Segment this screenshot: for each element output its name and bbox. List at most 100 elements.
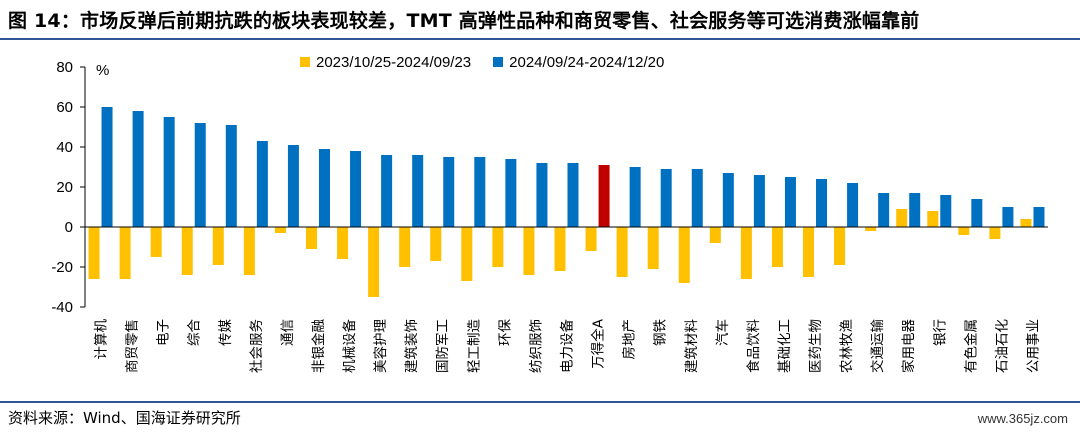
y-tick-label: -20 [51, 259, 73, 276]
x-category-label: 公用事业 [1025, 319, 1041, 373]
bar-series-2 [940, 195, 952, 227]
bar-series-1 [740, 227, 752, 279]
x-category-label: 轻工制造 [466, 319, 482, 373]
x-category-label: 农林牧渔 [839, 319, 855, 373]
x-category-label: 建筑材料 [684, 319, 700, 373]
bar-series-1 [585, 227, 597, 251]
bar-series-1 [305, 227, 317, 249]
x-category-label: 商贸零售 [125, 319, 141, 373]
bar-series-2 [847, 183, 859, 227]
bar-series-1 [368, 227, 380, 297]
chart-area: % -40 -20 0 20 40 60 80 计算机 商贸零售 电子 综合 传媒 社会服务 通信 非银金融… [0, 40, 1080, 400]
x-category-label: 传媒 [218, 319, 234, 346]
bar-series-1 [212, 227, 224, 265]
x-category-label: 房地产 [622, 319, 638, 360]
bar-series-2 [381, 155, 393, 227]
bar-series-1 [274, 227, 286, 233]
x-category-label: 家用电器 [900, 319, 917, 373]
bar-series-1 [337, 227, 349, 259]
x-category-label: 国防军工 [435, 319, 451, 373]
bar-series-2 [753, 175, 765, 227]
x-category-label: 机械设备 [341, 319, 358, 373]
bar-series-1 [865, 227, 877, 231]
bar-series-1 [181, 227, 193, 275]
bar-series-2 [660, 169, 672, 227]
bar-series-2 [132, 111, 144, 227]
bar-series-2 [287, 145, 299, 227]
y-tick-label: 20 [56, 179, 73, 196]
legend-label-series-2: 2024/09/24-2024/12/20 [509, 53, 665, 71]
x-category-label: 银行 [932, 319, 948, 346]
bar-series-1 [399, 227, 411, 267]
x-category-label: 环保 [497, 319, 513, 346]
x-category-label: 万得全A [590, 318, 607, 368]
y-tick-label: 0 [65, 219, 73, 236]
bar-series-2 [443, 157, 455, 227]
chart-legend: 2023/10/25-2024/09/23 2024/09/24-2024/12… [300, 52, 686, 72]
bar-series-2 [816, 179, 828, 227]
bar-series-1 [927, 211, 939, 227]
legend-item-series-1: 2023/10/25-2024/09/23 [300, 54, 471, 71]
bar-series-2 [163, 117, 175, 227]
x-category-label: 非银金融 [311, 319, 327, 373]
x-category-label: 石油石化 [994, 319, 1010, 373]
y-tick-label: 80 [56, 59, 73, 76]
bar-series-2 [1002, 207, 1014, 227]
bar-series-2 [101, 107, 113, 227]
x-category-label: 电力设备 [559, 319, 576, 373]
bar-series-2 [1033, 207, 1045, 227]
bar-series-2 [878, 193, 890, 227]
bar-series-1 [803, 227, 815, 277]
bar-series-1 [834, 227, 846, 265]
bar-series-1 [523, 227, 535, 275]
bar-series-2 [350, 151, 362, 227]
legend-item-series-2: 2024/09/24-2024/12/20 [493, 54, 664, 71]
x-category-label: 计算机 [94, 319, 110, 360]
x-category-label: 建筑装饰 [404, 319, 420, 373]
bar-series-2 [691, 169, 703, 227]
x-category-label: 美容护理 [372, 319, 389, 373]
bar-series-2 [629, 167, 641, 227]
bar-series-1 [709, 227, 721, 243]
source-note: 资料来源：Wind、国海证券研究所 [8, 409, 241, 427]
bar-series-1 [958, 227, 970, 235]
x-category-label: 通信 [280, 319, 296, 346]
bar-series-1 [150, 227, 162, 257]
bar-series-1 [771, 227, 783, 267]
bar-series-1 [492, 227, 504, 267]
y-axis-unit-label: % [96, 62, 109, 79]
bar-series-1 [554, 227, 566, 271]
bar-series-1 [647, 227, 659, 269]
bar-series-1 [616, 227, 628, 277]
bar-series-1 [430, 227, 442, 261]
watermark: www.365jz.com [977, 411, 1068, 426]
bar-series-2 [256, 141, 268, 227]
legend-label-series-1: 2023/10/25-2024/09/23 [316, 53, 472, 71]
bar-series-1 [243, 227, 255, 275]
x-category-label: 交通运输 [869, 319, 886, 373]
title-bar: 图 14：市场反弹后前期抗跌的板块表现较差，TMT 高弹性品种和商贸零售、社会服… [0, 0, 1080, 40]
x-category-label: 汽车 [714, 319, 731, 346]
x-category-label: 有色金属 [962, 319, 979, 373]
y-tick-label: 60 [56, 99, 73, 116]
bar-series-2 [318, 149, 330, 227]
bar-series-2 [722, 173, 734, 227]
bar-series-2 [412, 155, 424, 227]
x-category-label: 电子 [156, 319, 172, 346]
bar-series-2 [474, 157, 486, 227]
bar-series-1 [119, 227, 131, 279]
bar-chart-svg: % -40 -20 0 20 40 60 80 计算机 商贸零售 电子 综合 传媒 社会服务 通信 非银金融… [51, 59, 1048, 373]
legend-swatch-series-2 [493, 57, 504, 67]
x-category-label: 食品饮料 [745, 319, 762, 373]
bar-series-2 [194, 123, 206, 227]
y-tick-label: -40 [51, 299, 73, 316]
bar-series-2 [971, 199, 983, 227]
bar-series-2 [225, 125, 237, 227]
bar-series-1 [678, 227, 690, 283]
x-category-label: 基础化工 [776, 319, 793, 373]
footer-divider [0, 401, 1080, 403]
x-category-label: 综合 [187, 319, 203, 346]
bar-series-2 [909, 193, 921, 227]
bar-series-2 [536, 163, 548, 227]
chart-title: 图 14：市场反弹后前期抗跌的板块表现较差，TMT 高弹性品种和商贸零售、社会服… [8, 10, 920, 32]
